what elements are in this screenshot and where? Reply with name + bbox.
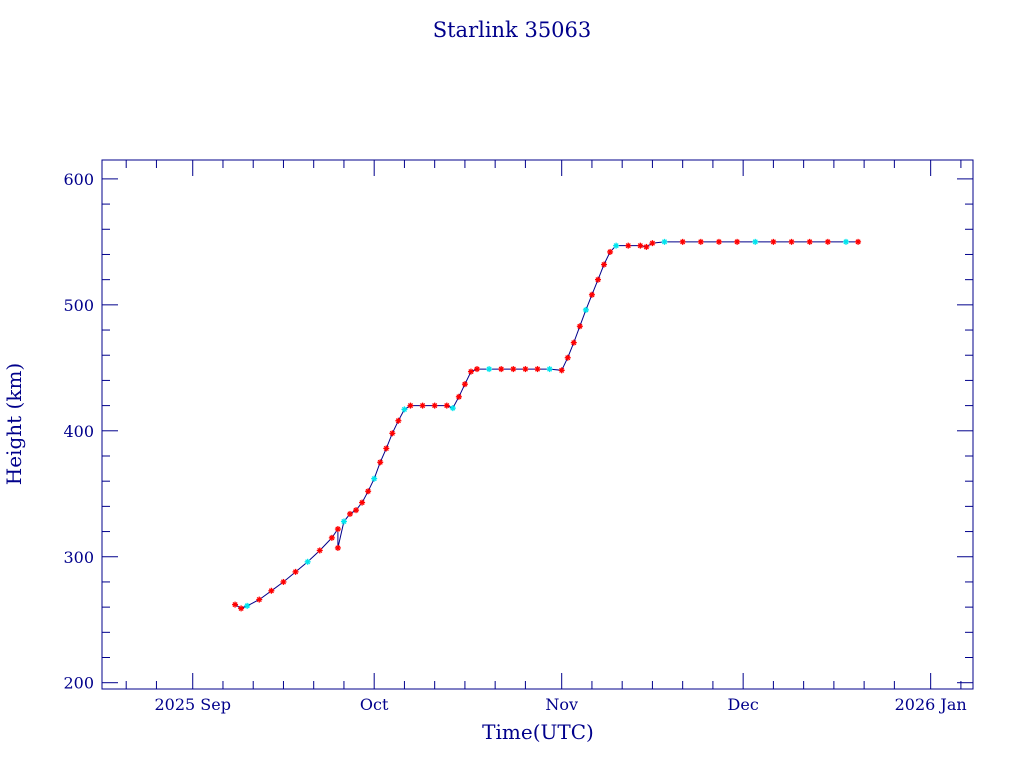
data-point — [353, 507, 360, 514]
data-point — [328, 534, 335, 541]
y-tick-label: 200 — [63, 674, 94, 693]
data-point — [395, 417, 402, 424]
data-point — [570, 339, 577, 346]
data-point — [401, 406, 408, 413]
x-axis-label: Time(UTC) — [482, 720, 594, 744]
data-point — [280, 578, 287, 585]
data-point — [594, 276, 601, 283]
x-tick-label: 2026 Jan — [895, 695, 967, 714]
data-point — [806, 238, 813, 245]
y-axis-ticks — [102, 178, 973, 684]
data-point — [244, 602, 251, 609]
data-point — [304, 558, 311, 565]
data-point — [346, 510, 353, 517]
x-tick-label: Oct — [360, 695, 389, 714]
y-axis-label: Height (km) — [2, 363, 26, 485]
data-point — [292, 568, 299, 575]
data-point — [377, 459, 384, 466]
data-point — [855, 238, 862, 245]
data-markers — [232, 238, 862, 612]
y-axis-tick-labels: 200 300 400 500 600 — [63, 170, 94, 693]
y-tick-label: 300 — [63, 548, 94, 567]
data-point — [697, 238, 704, 245]
data-point — [407, 402, 414, 409]
data-point — [268, 587, 275, 594]
data-point — [842, 238, 849, 245]
data-point — [371, 475, 378, 482]
data-point — [238, 605, 245, 612]
data-point — [334, 544, 341, 551]
data-point — [449, 405, 456, 412]
data-point — [256, 596, 263, 603]
data-point — [419, 402, 426, 409]
data-point — [443, 402, 450, 409]
data-point — [582, 306, 589, 313]
data-point — [607, 248, 614, 255]
y-tick-label: 500 — [63, 296, 94, 315]
data-point — [455, 393, 462, 400]
data-point — [601, 261, 608, 268]
data-point — [649, 240, 656, 247]
data-point — [232, 601, 239, 608]
plot-frame — [101, 159, 974, 690]
data-point — [474, 366, 481, 373]
data-point — [431, 402, 438, 409]
data-point — [383, 445, 390, 452]
data-point — [558, 367, 565, 374]
data-point — [788, 238, 795, 245]
data-point — [498, 366, 505, 373]
data-point — [461, 381, 468, 388]
y-tick-label: 600 — [63, 170, 94, 189]
data-point — [340, 518, 347, 525]
data-point — [522, 366, 529, 373]
data-point — [389, 430, 396, 437]
data-point — [770, 238, 777, 245]
data-point — [534, 366, 541, 373]
data-point — [588, 291, 595, 298]
data-point — [510, 366, 517, 373]
data-point — [752, 238, 759, 245]
data-point — [486, 366, 493, 373]
series-line — [234, 241, 859, 609]
data-point — [613, 242, 620, 249]
data-point — [564, 354, 571, 361]
data-point — [467, 368, 474, 375]
data-point — [824, 238, 831, 245]
chart-title: Starlink 35063 — [433, 18, 592, 42]
data-point — [359, 499, 366, 506]
x-tick-label: Nov — [545, 695, 578, 714]
data-point — [365, 488, 372, 495]
data-point — [734, 238, 741, 245]
data-point — [546, 366, 553, 373]
y-tick-label: 400 — [63, 422, 94, 441]
x-tick-label: 2025 Sep — [154, 695, 230, 714]
data-point — [661, 238, 668, 245]
data-point — [643, 243, 650, 250]
data-point — [576, 323, 583, 330]
x-tick-label: Dec — [728, 695, 759, 714]
x-axis-ticks — [125, 160, 962, 689]
data-point — [316, 547, 323, 554]
data-point — [625, 242, 632, 249]
x-axis-tick-labels: 2025 Sep Oct Nov Dec 2026 Jan — [154, 695, 966, 714]
data-point — [715, 238, 722, 245]
data-point — [637, 242, 644, 249]
data-point — [679, 238, 686, 245]
data-point — [334, 526, 341, 533]
